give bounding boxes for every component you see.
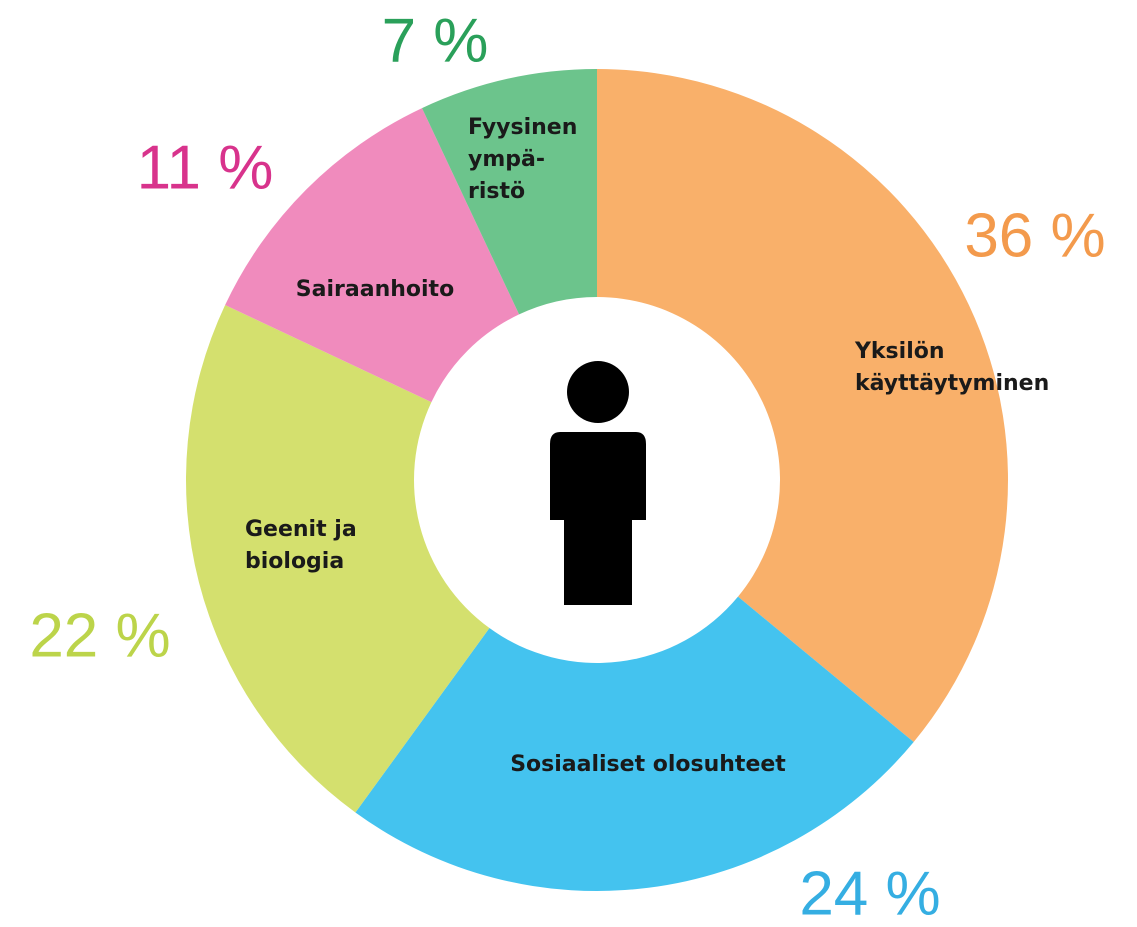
value-label: 22 % (29, 601, 170, 670)
slice-label: ympä- (468, 147, 545, 172)
slice-label: Fyysinen (468, 115, 577, 140)
slice-label: Sairaanhoito (296, 277, 454, 302)
donut-slice (225, 108, 520, 403)
slice-label: käyttäytyminen (855, 371, 1049, 396)
slice-label: ristö (468, 179, 525, 204)
donut-slice (185, 305, 490, 813)
slice-label: Yksilön (854, 339, 945, 364)
donut-slice (597, 69, 1008, 742)
donut-slice (422, 69, 597, 315)
value-label: 24 % (799, 859, 940, 927)
slice-label: Sosiaaliset olosuhteet (510, 752, 786, 777)
value-label: 7 % (382, 6, 489, 75)
slice-label: Geenit ja (245, 517, 357, 542)
donut-slice (355, 596, 914, 891)
person-icon (550, 361, 646, 605)
value-label: 11 % (137, 133, 274, 202)
slice-label: biologia (245, 549, 344, 574)
value-label: 36 % (964, 201, 1105, 270)
